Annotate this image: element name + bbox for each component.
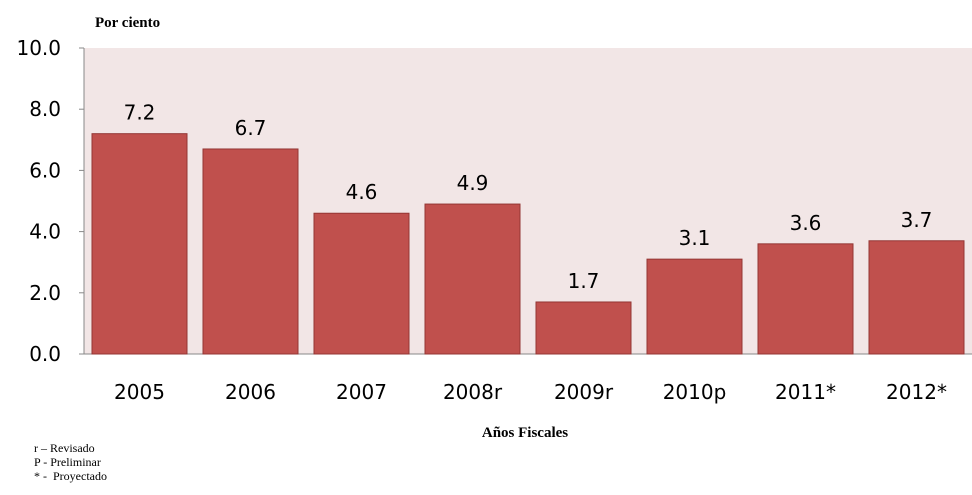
bar: [646, 258, 743, 355]
category-labels: 2005 2006 2007 2008r 2009r 2010p 2011* 2012*: [114, 380, 947, 404]
category-label: 2009r: [554, 380, 614, 404]
bar: [757, 243, 854, 355]
bars: [91, 133, 965, 355]
data-label: 3.6: [790, 211, 822, 235]
y-tick-label: 8.0: [29, 97, 61, 121]
data-label: 7.2: [124, 101, 156, 125]
data-labels: 7.2 6.7 4.6 4.9 1.7 3.1 3.6 3.7: [124, 101, 933, 293]
y-tick-label: 10.0: [16, 36, 61, 60]
data-label: 4.6: [346, 180, 378, 204]
bar: [313, 212, 410, 355]
category-label: 2006: [225, 380, 276, 404]
bar: [202, 148, 299, 355]
category-label: 2011*: [775, 380, 836, 404]
category-label: 2010p: [663, 380, 727, 404]
footnotes: r – Revisado P - Preliminar * - Proyecta…: [34, 441, 107, 483]
data-label: 4.9: [457, 171, 489, 195]
bar: [424, 203, 521, 355]
y-tick-label: 6.0: [29, 158, 61, 182]
bar: [91, 133, 188, 355]
footnote-preliminar: P - Preliminar: [34, 455, 101, 469]
y-tick-label: 2.0: [29, 281, 61, 305]
footnote-proyectado: * - Proyectado: [34, 469, 107, 483]
bar: [535, 301, 632, 355]
category-label: 2012*: [886, 380, 947, 404]
y-ticks: 0.0 2.0 4.0 6.0 8.0 10.0: [16, 36, 84, 366]
data-label: 6.7: [235, 116, 267, 140]
category-label: 2005: [114, 380, 165, 404]
footnote-revisado: r – Revisado: [34, 441, 95, 455]
x-axis-title: Años Fiscales: [482, 425, 568, 441]
category-label: 2007: [336, 380, 387, 404]
category-label: 2008r: [443, 380, 503, 404]
y-tick-label: 0.0: [29, 342, 61, 366]
data-label: 3.7: [901, 208, 933, 232]
bar: [868, 240, 965, 355]
y-axis-title: Por ciento: [95, 15, 160, 31]
data-label: 1.7: [568, 269, 600, 293]
y-tick-label: 4.0: [29, 220, 61, 244]
data-label: 3.1: [679, 226, 711, 250]
